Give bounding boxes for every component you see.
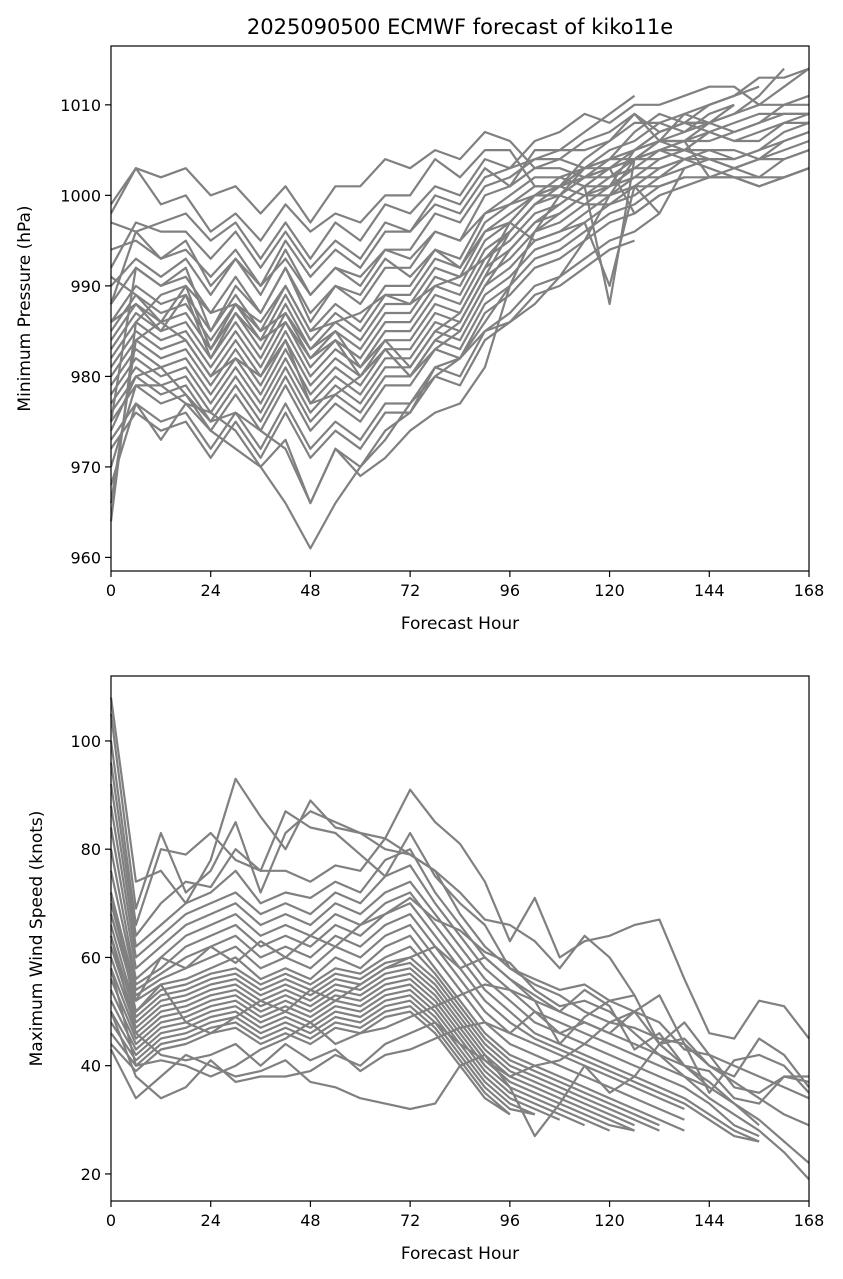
wind-member-line-12 xyxy=(109,913,685,1132)
wind-member-line-29 xyxy=(109,892,760,1127)
pressure-x-tick-label: 120 xyxy=(594,581,625,600)
wind-member-line-22 xyxy=(110,999,536,1116)
wind-ticks: 0 24 48 72 96 120 144 168 20 40 60 80 100 xyxy=(70,732,824,1230)
pressure-member-line-27 xyxy=(109,130,810,422)
pressure-x-tick-label: 48 xyxy=(300,581,320,600)
wind-y-tick-label: 20 xyxy=(81,1165,101,1184)
pressure-x-tick-label: 96 xyxy=(500,581,520,600)
wind-axes-frame xyxy=(110,675,810,1202)
wind-chart: 0 24 48 72 96 120 144 168 20 40 60 80 100 Forecast H… xyxy=(27,675,824,1264)
wind-member-line-17 xyxy=(109,967,635,1132)
wind-member-line-4 xyxy=(109,762,810,1127)
pressure-member-line-17 xyxy=(110,167,685,414)
pressure-member-line-6 xyxy=(110,112,810,296)
pressure-y-tick-label: 980 xyxy=(70,367,101,386)
wind-x-tick-label: 72 xyxy=(400,1211,420,1230)
wind-member-line-30 xyxy=(109,896,710,1089)
pressure-member-line-23 xyxy=(109,112,809,505)
wind-x-tick-label: 24 xyxy=(201,1211,221,1230)
pressure-chart: 2025090500 ECMWF forecast of kiko11e 0 24… xyxy=(15,15,824,634)
wind-member-line-13 xyxy=(109,924,660,1127)
pressure-x-tick-label: 144 xyxy=(694,581,725,600)
pressure-y-tick-label: 970 xyxy=(70,458,101,477)
wind-member-line-25 xyxy=(110,1021,810,1138)
pressure-member-line-21 xyxy=(110,212,661,450)
wind-member-line-2 xyxy=(109,713,809,1105)
pressure-y-tick-label: 1010 xyxy=(60,96,101,115)
wind-member-line-28 xyxy=(109,968,635,1078)
wind-x-tick-label: 96 xyxy=(500,1211,520,1230)
wind-y-tick-label: 80 xyxy=(81,840,101,859)
pressure-member-line-4 xyxy=(110,112,809,287)
wind-member-line-8 xyxy=(109,848,760,1143)
wind-member-line-6 xyxy=(109,805,810,1181)
wind-y-axis-label: Maximum Wind Speed (knots) xyxy=(27,811,47,1067)
wind-y-tick-label: 60 xyxy=(81,948,101,967)
wind-member-line-26 xyxy=(109,1010,810,1100)
wind-x-tick-label: 48 xyxy=(300,1211,320,1230)
wind-member-line-27 xyxy=(109,935,810,1094)
wind-y-tick-label: 40 xyxy=(81,1057,101,1076)
pressure-y-tick-label: 1000 xyxy=(60,186,101,205)
wind-x-tick-label: 120 xyxy=(594,1211,625,1230)
wind-member-line-16 xyxy=(109,957,635,1132)
wind-member-line-23 xyxy=(110,1005,511,1116)
wind-member-line-19 xyxy=(110,983,586,1127)
wind-member-line-21 xyxy=(110,994,536,1116)
wind-x-tick-label: 168 xyxy=(794,1211,825,1230)
pressure-member-line-25 xyxy=(109,139,810,504)
pressure-y-tick-label: 990 xyxy=(70,277,101,296)
wind-member-line-10 xyxy=(109,892,685,1111)
pressure-member-line-26 xyxy=(109,149,810,522)
chart-title: 2025090500 ECMWF forecast of kiko11e xyxy=(247,15,673,39)
wind-member-line-7 xyxy=(109,827,760,1138)
pressure-x-tick-label: 72 xyxy=(400,581,420,600)
pressure-member-line-28 xyxy=(109,94,810,305)
pressure-x-tick-label: 0 xyxy=(106,581,116,600)
wind-member-line-11 xyxy=(109,903,685,1121)
wind-member-line-9 xyxy=(109,870,760,1143)
pressure-series-group xyxy=(109,67,810,550)
pressure-member-line-14 xyxy=(110,122,710,387)
pressure-member-line-19 xyxy=(110,194,661,432)
pressure-axes-frame xyxy=(110,45,810,572)
wind-member-line-24 xyxy=(110,1010,511,1116)
pressure-member-line-5 xyxy=(110,94,636,269)
wind-series-group xyxy=(109,697,810,1181)
pressure-member-line-2 xyxy=(110,67,810,242)
pressure-x-axis-label: Forecast Hour xyxy=(401,614,519,634)
pressure-x-tick-label: 24 xyxy=(201,581,221,600)
pressure-member-line-3 xyxy=(110,85,809,260)
wind-x-axis-label: Forecast Hour xyxy=(401,1244,519,1264)
wind-member-line-18 xyxy=(109,978,611,1132)
wind-member-line-5 xyxy=(109,784,810,1164)
wind-y-tick-label: 100 xyxy=(70,732,101,751)
pressure-member-line-24 xyxy=(109,121,809,550)
wind-x-tick-label: 0 xyxy=(106,1211,116,1230)
pressure-x-tick-label: 168 xyxy=(794,581,825,600)
pressure-y-tick-label: 960 xyxy=(70,548,101,567)
pressure-ticks: 0 24 48 72 96 120 144 168 960 970 980 990 1000 1010 xyxy=(60,96,824,600)
pressure-member-line-30 xyxy=(110,149,810,378)
wind-member-line-1 xyxy=(109,697,810,1040)
pressure-y-axis-label: Minimum Pressure (hPa) xyxy=(15,205,35,411)
wind-x-tick-label: 144 xyxy=(694,1211,725,1230)
